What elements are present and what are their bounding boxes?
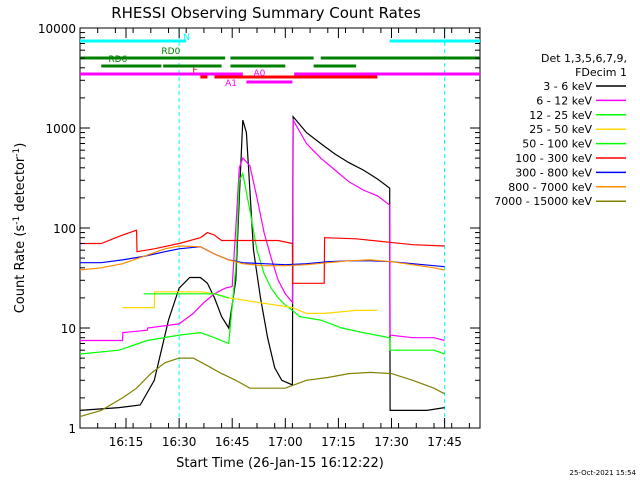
x-tick-label-4: 17:15 xyxy=(321,435,356,449)
legend-label-1: 6 - 12 keV xyxy=(536,94,592,107)
x-tick-label-1: 16:30 xyxy=(162,435,197,449)
flag-label-a1: A1 xyxy=(225,79,237,89)
series-line-1 xyxy=(80,117,445,342)
y-axis-label-end: ) xyxy=(13,143,28,148)
y-axis-label: Count Rate (s-1 detector-1) xyxy=(12,143,28,314)
legend-label-6: 300 - 800 keV xyxy=(515,166,592,179)
x-tick-label-6: 17:45 xyxy=(427,435,462,449)
chart-title: RHESSI Observing Summary Count Rates xyxy=(111,4,421,22)
series-line-8 xyxy=(79,357,445,418)
x-tick-label-5: 17:30 xyxy=(374,435,409,449)
legend-header-1: Det 1,3,5,6,7,9, xyxy=(541,52,627,65)
plot-frame xyxy=(79,27,481,429)
x-tick-label-3: 17:00 xyxy=(268,435,303,449)
flag-label-a0: A0 xyxy=(253,69,265,79)
y-axis-label-main: Count Rate (s xyxy=(13,225,28,314)
legend-label-4: 50 - 100 keV xyxy=(522,138,592,151)
series-line-2 xyxy=(79,171,445,355)
y-tick-label-1: 10 xyxy=(61,322,76,336)
legend-label-7: 800 - 7000 keV xyxy=(508,181,592,194)
footer-timestamp: 25-Oct-2021 15:54 xyxy=(570,469,637,477)
y-tick-label-0: 1 xyxy=(68,422,76,436)
series-line-5 xyxy=(80,229,445,284)
y-axis-label-exp1: -1 xyxy=(12,216,22,225)
x-tick-label-2: 16:45 xyxy=(215,435,250,449)
x-axis: 16:15 16:30 16:45 17:00 17:15 17:30 17:45 xyxy=(79,28,470,449)
legend-label-2: 12 - 25 keV xyxy=(529,109,592,122)
y-axis-label-exp2: -1 xyxy=(12,148,22,157)
y-tick-label-3: 1000 xyxy=(45,122,76,136)
legend-label-3: 25 - 50 keV xyxy=(529,123,592,136)
flag-label-rd0: RD0 xyxy=(161,47,180,57)
y-tick-label-4: 10000 xyxy=(38,22,76,36)
series-line-3 xyxy=(122,291,378,314)
series-line-7 xyxy=(79,245,445,271)
legend-label-0: 3 - 6 keV xyxy=(543,80,592,93)
x-tick-label-0: 16:15 xyxy=(109,435,144,449)
series-line-0 xyxy=(79,114,445,411)
legend-label-8: 7000 - 15000 keV xyxy=(494,195,592,208)
x-axis-label: Start Time (26-Jan-15 16:12:22) xyxy=(176,456,384,471)
legend-label-5: 100 - 300 keV xyxy=(515,152,592,165)
legend-header-2: FDecim 1 xyxy=(575,66,627,79)
plot-area: N F RD0 RD6 A0 A1 xyxy=(79,28,480,428)
flag-label-n: N xyxy=(183,33,190,43)
y-axis-label-mid: detector xyxy=(13,156,28,216)
y-axis: 1 10 100 1000 10000 xyxy=(38,22,480,436)
y-tick-label-2: 100 xyxy=(53,222,76,236)
flag-label-rd6: RD6 xyxy=(108,55,127,65)
flag-label-f: F xyxy=(192,66,197,76)
series-line-4 xyxy=(143,293,229,299)
